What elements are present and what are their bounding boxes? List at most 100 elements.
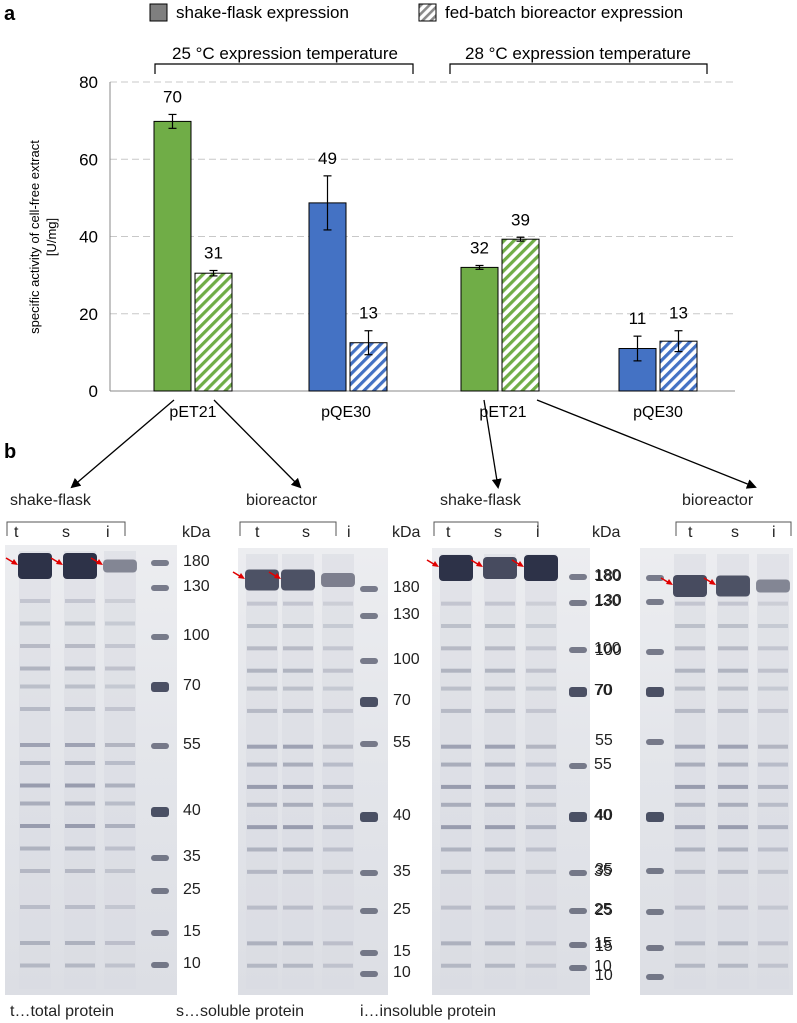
gel-4-marker-label-25: 25	[595, 902, 613, 919]
gel3-lane-t: t	[446, 524, 451, 541]
gel-1-marker-label-40: 40	[183, 802, 201, 819]
gel-3-marker-label-70: 70	[594, 682, 612, 699]
panel-label-b: b	[4, 441, 16, 463]
gel-3-lane-bracket	[433, 521, 539, 536]
error-bar-shake-flask-2	[475, 264, 484, 270]
value-label-shake-flask-1: 49	[318, 149, 337, 168]
gel-2-target-arrow-2	[268, 571, 281, 579]
gel3-lane-s: s	[494, 524, 502, 541]
gel-2-marker-label-25: 25	[393, 901, 411, 918]
value-label-shake-flask-2: 32	[470, 238, 489, 257]
arrow-to-gel-1	[70, 399, 175, 489]
y-axis-label-line1: specific activity of cell-free extract	[27, 140, 42, 334]
gel-3-lane-3	[524, 554, 558, 989]
gel2-kda-unit: kDa	[392, 524, 421, 541]
legend-label-shake-flask: shake-flask expression	[176, 3, 349, 22]
gel-2-marker-label-40: 40	[393, 807, 411, 824]
group-label-25c: 25 °C expression temperature	[172, 44, 398, 63]
y-tick-label-80: 80	[79, 73, 98, 92]
gel-1-lane-2	[63, 551, 97, 989]
gel4-lane-i: i	[772, 524, 776, 541]
value-labels: 70 31 49 13 32 39 11 13	[163, 87, 688, 328]
gel3-title: shake-flask	[440, 492, 521, 509]
gel-3-marker-label-180: 180	[594, 567, 621, 584]
gel-2-lane-bracket	[239, 521, 337, 536]
gels	[5, 521, 793, 995]
gel-2-lane-3	[321, 554, 355, 989]
gel-4-marker-label-130: 130	[595, 592, 622, 609]
gel-4-lane-2	[716, 554, 750, 989]
gel-4-marker-label-35: 35	[595, 861, 613, 878]
gel-3-ladder	[569, 574, 587, 971]
gel-1-marker-label-35: 35	[183, 848, 201, 865]
bar-shake-flask-pet21-2	[460, 266, 499, 392]
gel-2-lane-2	[281, 554, 315, 989]
gel-3-marker-label-10: 10	[594, 958, 612, 975]
legend-t-total-protein: t…total protein	[10, 1003, 115, 1020]
gel-1-lane-3	[103, 551, 137, 989]
gel3-lane-i: i	[536, 524, 540, 541]
gel-1-ladder	[151, 560, 169, 968]
gel-4-lane-1	[673, 554, 707, 989]
y-axis-ticks: 0 20 40 60 80	[79, 73, 98, 401]
gel-4-marker-label-10: 10	[595, 967, 613, 984]
value-label-bioreactor-2: 39	[511, 210, 530, 229]
error-bar-shake-flask-3	[633, 335, 642, 362]
category-label-pet21-28c: pET21	[479, 404, 526, 421]
y-tick-label-0: 0	[89, 382, 98, 401]
gel-1-lane-bracket	[6, 521, 126, 536]
panel-label-a: a	[4, 3, 16, 25]
arrow-to-gel-3	[483, 399, 502, 489]
gel-2-marker-label-70: 70	[393, 692, 411, 709]
group-bracket-25c: 25 °C expression temperature	[154, 44, 414, 74]
gel-1-target-arrow-2	[50, 557, 63, 565]
bar-bioreactor-pet21-0	[194, 272, 233, 392]
category-label-pqe30-28c: pQE30	[633, 404, 683, 421]
y-tick-label-20: 20	[79, 305, 98, 324]
error-bar-bioreactor-2	[516, 236, 525, 242]
value-label-shake-flask-3: 11	[629, 309, 647, 328]
value-label-bioreactor-3: 13	[669, 304, 688, 323]
bars	[153, 120, 698, 392]
bar-shake-flask-pqe30-1	[308, 202, 347, 392]
gel-3-lane-1	[439, 554, 473, 989]
gel-2-marker-label-130: 130	[393, 606, 420, 623]
gel-1-target-arrow-3	[90, 557, 103, 565]
error-bar-bioreactor-1	[364, 330, 373, 356]
gel-3-lane-2	[483, 554, 517, 989]
gel-1	[5, 521, 177, 995]
gel2-lane-t: t	[255, 524, 260, 541]
gel-3-marker-label-40: 40	[594, 807, 612, 824]
gel-3-target-arrow-2	[470, 559, 483, 567]
gel-2-target-arrow-1	[232, 571, 245, 579]
value-label-bioreactor-1: 13	[359, 304, 378, 323]
legend-swatch-solid	[149, 3, 168, 22]
y-tick-label-40: 40	[79, 228, 98, 247]
gel-3-marker-label-35: 35	[594, 863, 612, 880]
gel4-lane-s: s	[731, 524, 739, 541]
value-label-bioreactor-0: 31	[204, 243, 223, 262]
error-bars	[168, 113, 683, 362]
gel-1-marker-label-10: 10	[183, 955, 201, 972]
gel-2-marker-label-10: 10	[393, 964, 411, 981]
gel-4-marker-label-55: 55	[595, 732, 613, 749]
arrow-to-gel-4	[536, 399, 757, 489]
gel-1-marker-label-15: 15	[183, 923, 201, 940]
gel2-lane-i: i	[347, 524, 351, 541]
gel-4-marker-label-15: 15	[595, 938, 613, 955]
gel-2	[232, 521, 388, 995]
gel-4	[640, 521, 793, 995]
gel1-kda-unit: kDa	[182, 524, 211, 541]
gel2-lane-s: s	[302, 524, 310, 541]
legend-label-bioreactor: fed-batch bioreactor expression	[445, 3, 683, 22]
legend-s-soluble-protein: s…soluble protein	[176, 1003, 305, 1020]
gel4-title: bioreactor	[682, 492, 754, 509]
y-axis-label-line2: [U/mg]	[44, 218, 59, 256]
gel-4-marker-label-40: 40	[595, 807, 613, 824]
gel-2-ladder	[360, 586, 378, 977]
y-tick-label-60: 60	[79, 150, 98, 169]
legend-swatch-hatched	[418, 3, 437, 22]
group-label-28c: 28 °C expression temperature	[465, 44, 691, 63]
value-label-shake-flask-0: 70	[163, 87, 182, 106]
